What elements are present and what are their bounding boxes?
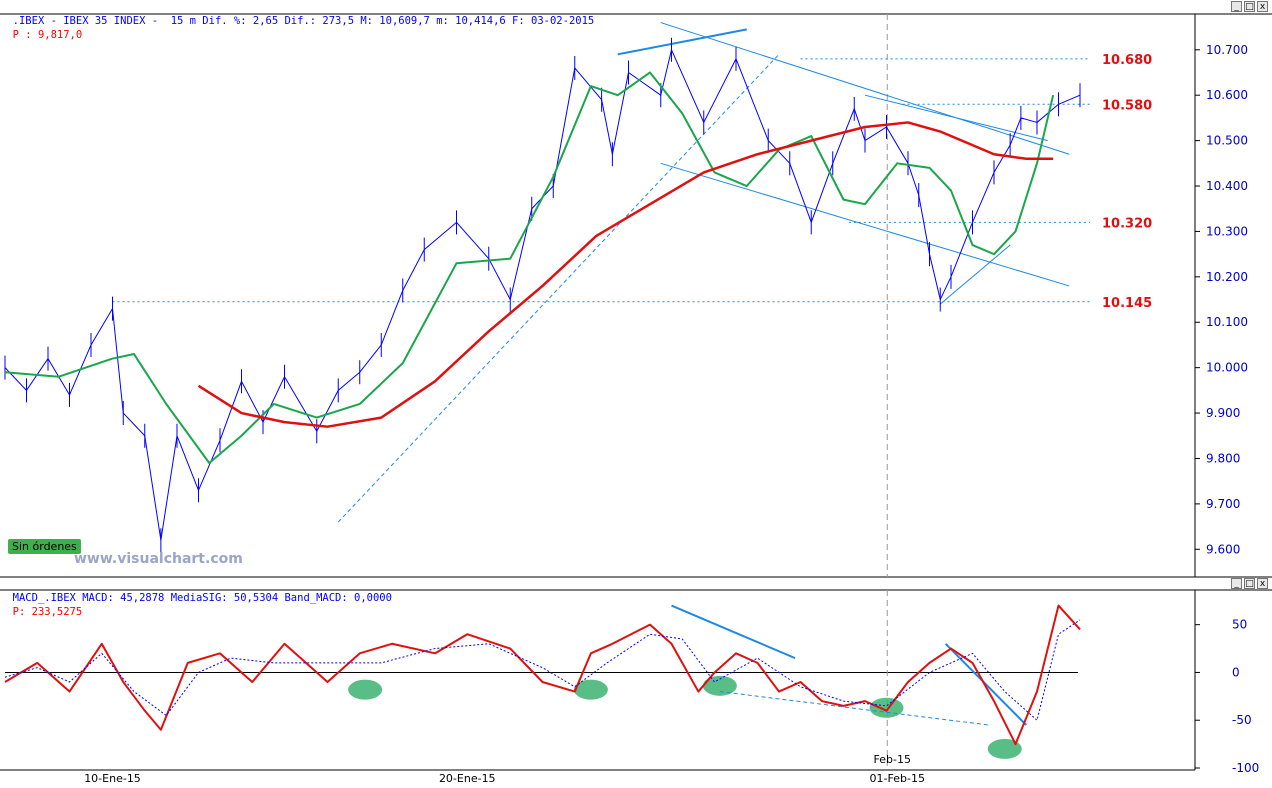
macd-header-text: MACD_.IBEX MACD: 45,2878 MediaSIG: 50,53… xyxy=(12,592,392,604)
trend-line xyxy=(660,162,1070,287)
series-ma_fast xyxy=(4,71,1055,465)
series-ma_slow xyxy=(197,121,1054,428)
price-ytick-label: 10.100 xyxy=(1206,315,1248,329)
macd-minimize-button[interactable]: _ xyxy=(1231,578,1242,589)
price-level-label: 10.145 xyxy=(1102,296,1152,311)
price-level-label: 10.580 xyxy=(1102,98,1152,113)
macd-trough-marker xyxy=(348,679,383,700)
trend-line xyxy=(864,94,1048,142)
x-axis-label: 01-Feb-15 xyxy=(870,772,925,785)
price-ytick-label: 10.500 xyxy=(1206,134,1248,148)
trend-line xyxy=(660,22,1070,155)
price-ytick-label: 10.700 xyxy=(1206,43,1248,57)
macd-ytick-label: 50 xyxy=(1232,618,1247,632)
macd-window-controls: _ □ x xyxy=(1231,578,1268,589)
rebound-trend-line xyxy=(939,244,1011,305)
macd-x-label: Feb-15 xyxy=(874,753,911,766)
status-badge[interactable]: Sin órdenes xyxy=(8,539,81,554)
macd-chart: 50 0 -50 -100 Feb-15 xyxy=(4,590,1259,775)
close-button[interactable]: x xyxy=(1257,1,1268,12)
series-signal xyxy=(4,619,1081,721)
macd-header-p: P: 233,5275 xyxy=(12,606,83,618)
x-axis-label: 20-Ene-15 xyxy=(439,772,496,785)
macd-panel-header: MACD_.IBEX MACD: 45,2878 MediaSIG: 50,53… xyxy=(0,577,392,618)
price-ytick-label: 9.700 xyxy=(1206,497,1240,511)
watermark: www.visualchart.com xyxy=(74,551,243,567)
minimize-button[interactable]: _ xyxy=(1231,1,1242,12)
macd-divergence-line xyxy=(719,691,989,726)
price-ytick-label: 10.400 xyxy=(1206,179,1248,193)
macd-trough-marker xyxy=(869,697,904,718)
macd-maximize-button[interactable]: □ xyxy=(1244,578,1255,589)
maximize-button[interactable]: □ xyxy=(1244,1,1255,12)
price-ytick-label: 10.000 xyxy=(1206,361,1248,375)
price-ytick-label: 10.600 xyxy=(1206,88,1248,102)
price-panel-header: .IBEX - IBEX 35 INDEX - 15 m Dif. %: 2,6… xyxy=(0,0,595,41)
price-ytick-label: 10.200 xyxy=(1206,270,1248,284)
price-window-controls: _ □ x xyxy=(1231,1,1268,12)
macd-trough-marker xyxy=(702,675,737,696)
price-level-label: 10.680 xyxy=(1102,53,1152,68)
price-header-p: P : 9,817,0 xyxy=(12,29,83,41)
price-level-label: 10.320 xyxy=(1102,216,1152,231)
series-price xyxy=(4,49,1081,541)
macd-close-button[interactable]: x xyxy=(1257,578,1268,589)
support-trend-line xyxy=(337,53,780,523)
macd-trend-line xyxy=(944,643,1027,726)
macd-ytick-label: 0 xyxy=(1232,665,1240,679)
macd-ytick-label: -50 xyxy=(1232,713,1252,727)
price-ytick-label: 9.600 xyxy=(1206,542,1240,556)
macd-ytick-label: -100 xyxy=(1232,761,1259,775)
macd-trend-line xyxy=(671,604,796,660)
price-header-text: .IBEX - IBEX 35 INDEX - 15 m Dif. %: 2,6… xyxy=(12,15,595,27)
price-ytick-label: 10.300 xyxy=(1206,224,1248,238)
trend-line xyxy=(617,28,747,56)
price-ytick-label: 9.900 xyxy=(1206,406,1240,420)
series-macd xyxy=(4,604,1081,746)
price-chart: 9.600 9.700 9.800 9.900 10.000 10.100 10.200 10… xyxy=(4,14,1248,785)
macd-trough-marker xyxy=(573,679,608,700)
macd-trough-marker xyxy=(987,738,1022,759)
x-axis-label: 10-Ene-15 xyxy=(84,772,141,785)
price-ytick-label: 9.800 xyxy=(1206,451,1240,465)
